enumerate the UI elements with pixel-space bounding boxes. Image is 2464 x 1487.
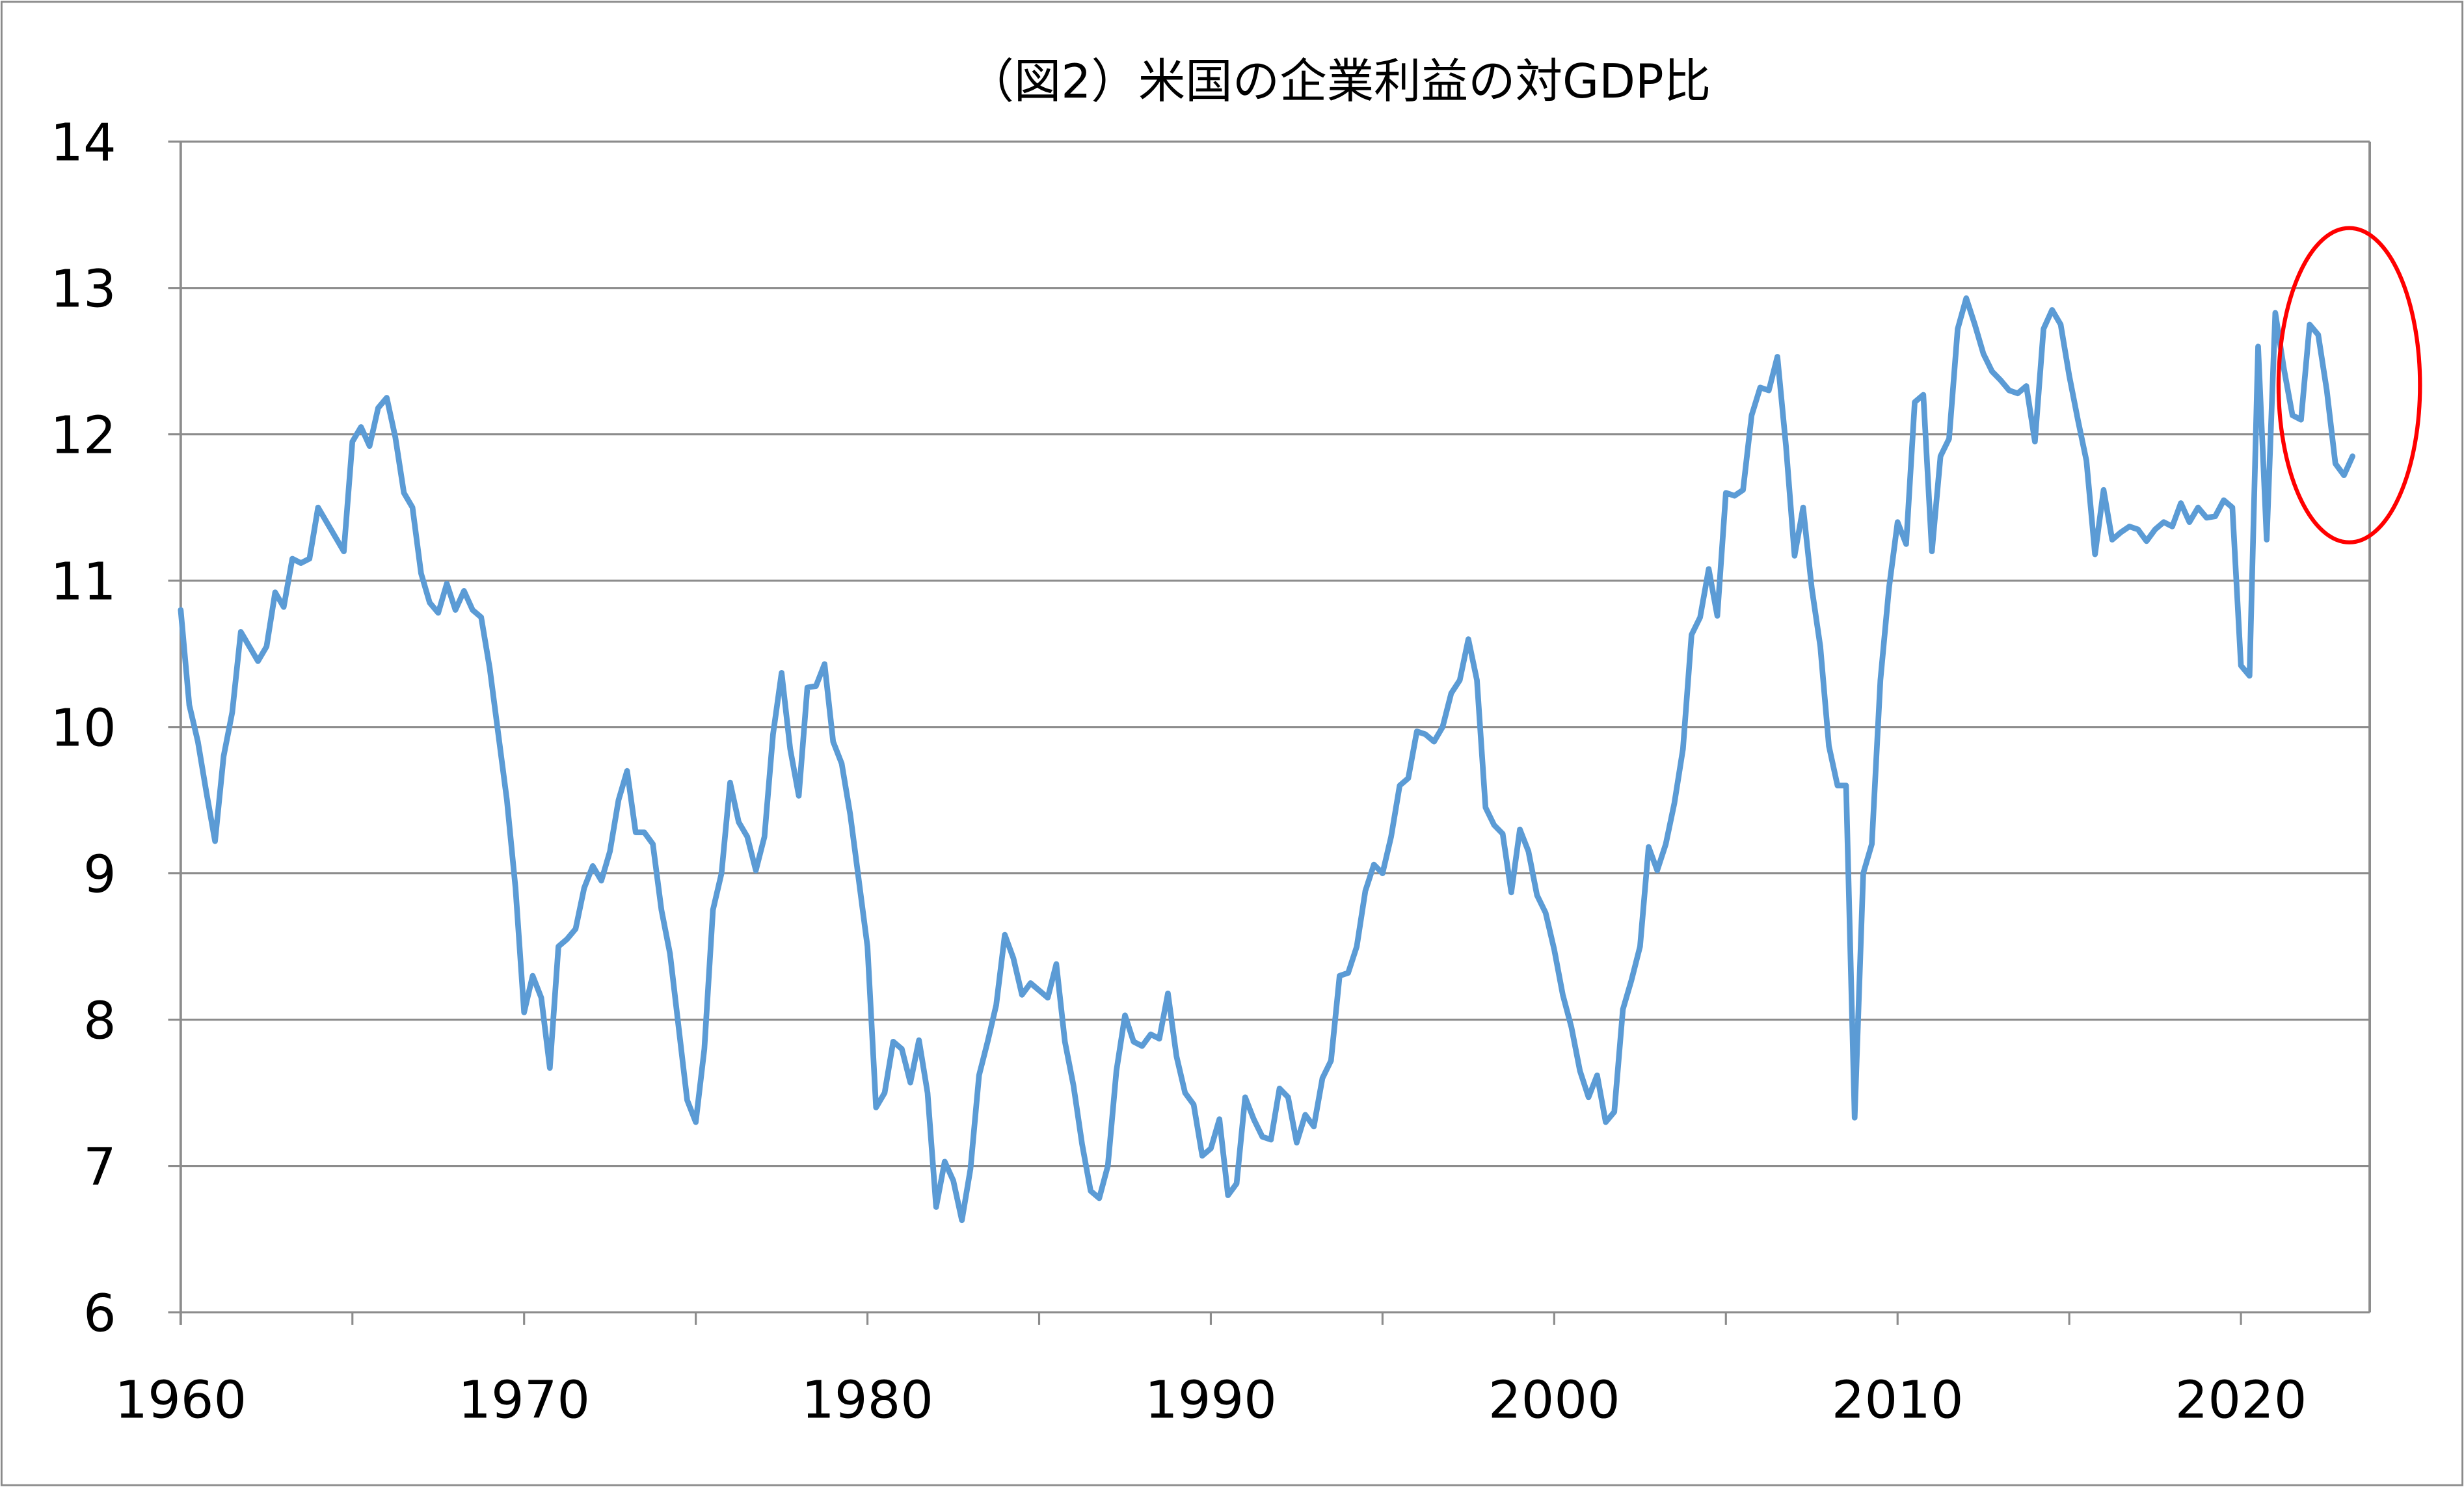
y-tick-label: 9: [83, 844, 116, 905]
series: [178, 295, 2355, 1224]
x-tick-label: 2020: [2175, 1369, 2307, 1430]
x-tick-label: 2010: [1832, 1369, 1964, 1430]
x-tick-label: 1980: [801, 1369, 933, 1430]
y-tick-label: 13: [50, 259, 116, 319]
x-tick-label: 1960: [114, 1369, 247, 1430]
y-tick-label: 14: [50, 113, 116, 173]
x-tick-label: 1970: [458, 1369, 590, 1430]
y-tick-label: 11: [50, 552, 116, 612]
series-line: [178, 295, 2355, 1224]
y-tick-label: 8: [83, 991, 116, 1051]
x-tick-label: 1990: [1145, 1369, 1277, 1430]
gridlines: [168, 141, 2371, 1325]
y-tick-label: 12: [50, 405, 116, 466]
y-tick-label: 7: [83, 1137, 116, 1198]
x-tick-label: 2000: [1488, 1369, 1620, 1430]
y-tick-label: 6: [83, 1283, 116, 1344]
highlight-ellipse: [2276, 226, 2422, 544]
chart-title: （図2）米国の企業利益の対GDP比: [967, 55, 1711, 109]
y-tick-label: 10: [50, 698, 116, 758]
y-axis-tick-labels: 6 7 8 9 10 11 12 13 14: [50, 113, 116, 1344]
x-axis-tick-labels: 1960 1970 1980 1990 2000 2010 2020: [114, 1369, 2307, 1430]
